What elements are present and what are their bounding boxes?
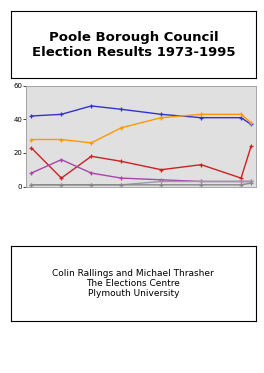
Text: Colin Rallings and Michael Thrasher
The Elections Centre
Plymouth University: Colin Rallings and Michael Thrasher The … (53, 269, 214, 298)
Text: Poole Borough Council
Election Results 1973-1995: Poole Borough Council Election Results 1… (32, 31, 235, 59)
